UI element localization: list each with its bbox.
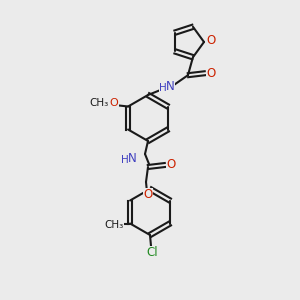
Text: O: O — [206, 67, 216, 80]
Text: O: O — [143, 188, 153, 202]
Text: O: O — [206, 34, 216, 47]
Text: CH₃: CH₃ — [104, 220, 124, 230]
Text: CH₃: CH₃ — [89, 98, 109, 109]
Text: N: N — [128, 152, 136, 164]
Text: Cl: Cl — [146, 247, 158, 260]
Text: O: O — [167, 158, 176, 172]
Text: N: N — [166, 80, 174, 93]
Text: H: H — [121, 155, 129, 165]
Text: O: O — [110, 98, 118, 109]
Text: H: H — [159, 83, 167, 93]
